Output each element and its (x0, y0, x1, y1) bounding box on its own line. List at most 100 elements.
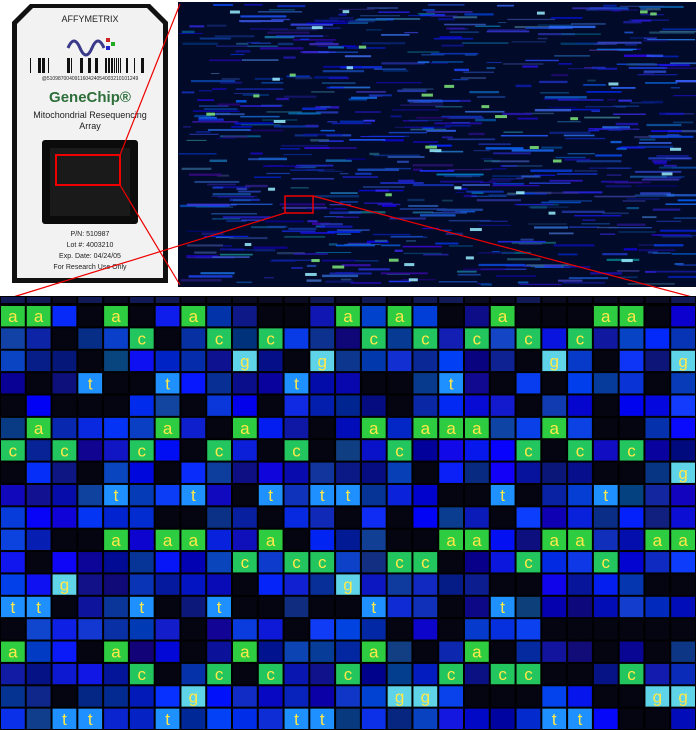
barcode-bar (116, 58, 117, 73)
grid-cell (259, 351, 283, 371)
grid-cell (310, 440, 334, 460)
scan-streak (340, 173, 349, 174)
scan-streak (266, 111, 302, 112)
base-label: a (8, 307, 18, 326)
scan-streak (438, 18, 455, 20)
scan-streak (440, 181, 484, 183)
grid-cell (542, 619, 566, 639)
grid-cell (78, 642, 102, 662)
grid-cell (388, 463, 412, 483)
scan-streak (390, 236, 427, 238)
grid-cell (388, 597, 412, 617)
scan-streak (617, 224, 645, 226)
grid-cell (336, 395, 360, 415)
grid-cell (645, 328, 669, 348)
scan-streak (292, 178, 334, 180)
base-label: c (576, 330, 585, 349)
scan-streak (654, 244, 683, 246)
grid-cell (207, 619, 231, 639)
scan-streak (656, 155, 688, 156)
scan-streak (558, 99, 604, 101)
grid-cell (53, 351, 77, 371)
grid-cell (53, 530, 77, 550)
scan-streak (469, 91, 499, 93)
base-label: t (217, 598, 222, 617)
grid-cell (156, 395, 180, 415)
scan-spot (537, 12, 545, 15)
scan-spot (466, 256, 474, 259)
scan-streak (586, 91, 621, 93)
grid-cell (439, 463, 463, 483)
grid-cell (156, 597, 180, 617)
scan-streak (404, 32, 418, 33)
scan-streak (435, 243, 458, 245)
grid-cell (285, 463, 309, 483)
grid-cell (568, 418, 592, 438)
scan-streak (300, 39, 309, 40)
grid-cell (439, 485, 463, 505)
scan-streak (564, 159, 590, 161)
grid-cell (233, 373, 257, 393)
grid-cell (104, 328, 128, 348)
grid-cell (207, 373, 231, 393)
base-label: c (318, 553, 327, 572)
grid-cell (130, 709, 154, 729)
base-label: a (421, 419, 431, 438)
grid-cell (207, 351, 231, 371)
scan-streak (503, 131, 522, 133)
scan-streak (564, 135, 595, 137)
grid-cell (181, 574, 205, 594)
grid-cell (53, 552, 77, 572)
grid-cell (336, 328, 360, 348)
scan-streak (329, 17, 353, 19)
grid-cell (1, 709, 25, 729)
grid-cell (181, 552, 205, 572)
scan-streak (186, 140, 206, 141)
scan-streak (318, 171, 342, 172)
scan-spot (272, 78, 279, 81)
grid-cell (53, 664, 77, 684)
grid-cell (130, 574, 154, 594)
grid-cell (542, 463, 566, 483)
scan-streak (234, 93, 259, 94)
scan-streak (456, 192, 465, 193)
grid-cell (207, 395, 231, 415)
grid-cell (439, 619, 463, 639)
grid-cell (310, 395, 334, 415)
grid-cell (671, 485, 695, 505)
grid-cell (465, 351, 489, 371)
grid-cell (233, 709, 257, 729)
grid-cell (130, 686, 154, 706)
grid-cell (517, 485, 541, 505)
grid-cell (310, 664, 334, 684)
scan-streak (619, 127, 628, 128)
scan-streak (251, 152, 263, 154)
grid-cell (517, 686, 541, 706)
scan-streak (267, 88, 275, 89)
base-label: a (240, 643, 250, 662)
grid-cell (130, 642, 154, 662)
scan-streak (454, 69, 469, 71)
base-label: t (578, 710, 583, 729)
scan-streak (345, 55, 371, 57)
scan-streak (597, 9, 638, 10)
grid-cell (388, 297, 412, 303)
scan-streak (314, 76, 347, 78)
scan-streak (260, 47, 304, 49)
scan-streak (626, 207, 638, 209)
scan-streak (247, 42, 259, 43)
grid-cell (156, 686, 180, 706)
grid-cell (362, 709, 386, 729)
grid-cell (285, 530, 309, 550)
scan-streak (233, 199, 251, 201)
scan-streak (656, 221, 681, 222)
scan-streak (408, 205, 438, 207)
scan-streak (254, 176, 281, 177)
scan-streak (528, 223, 567, 224)
grid-cell (78, 351, 102, 371)
scan-streak (522, 65, 538, 67)
base-label: c (241, 553, 250, 572)
grid-cell (491, 440, 515, 460)
scan-streak (445, 125, 471, 127)
scan-streak (211, 213, 257, 214)
